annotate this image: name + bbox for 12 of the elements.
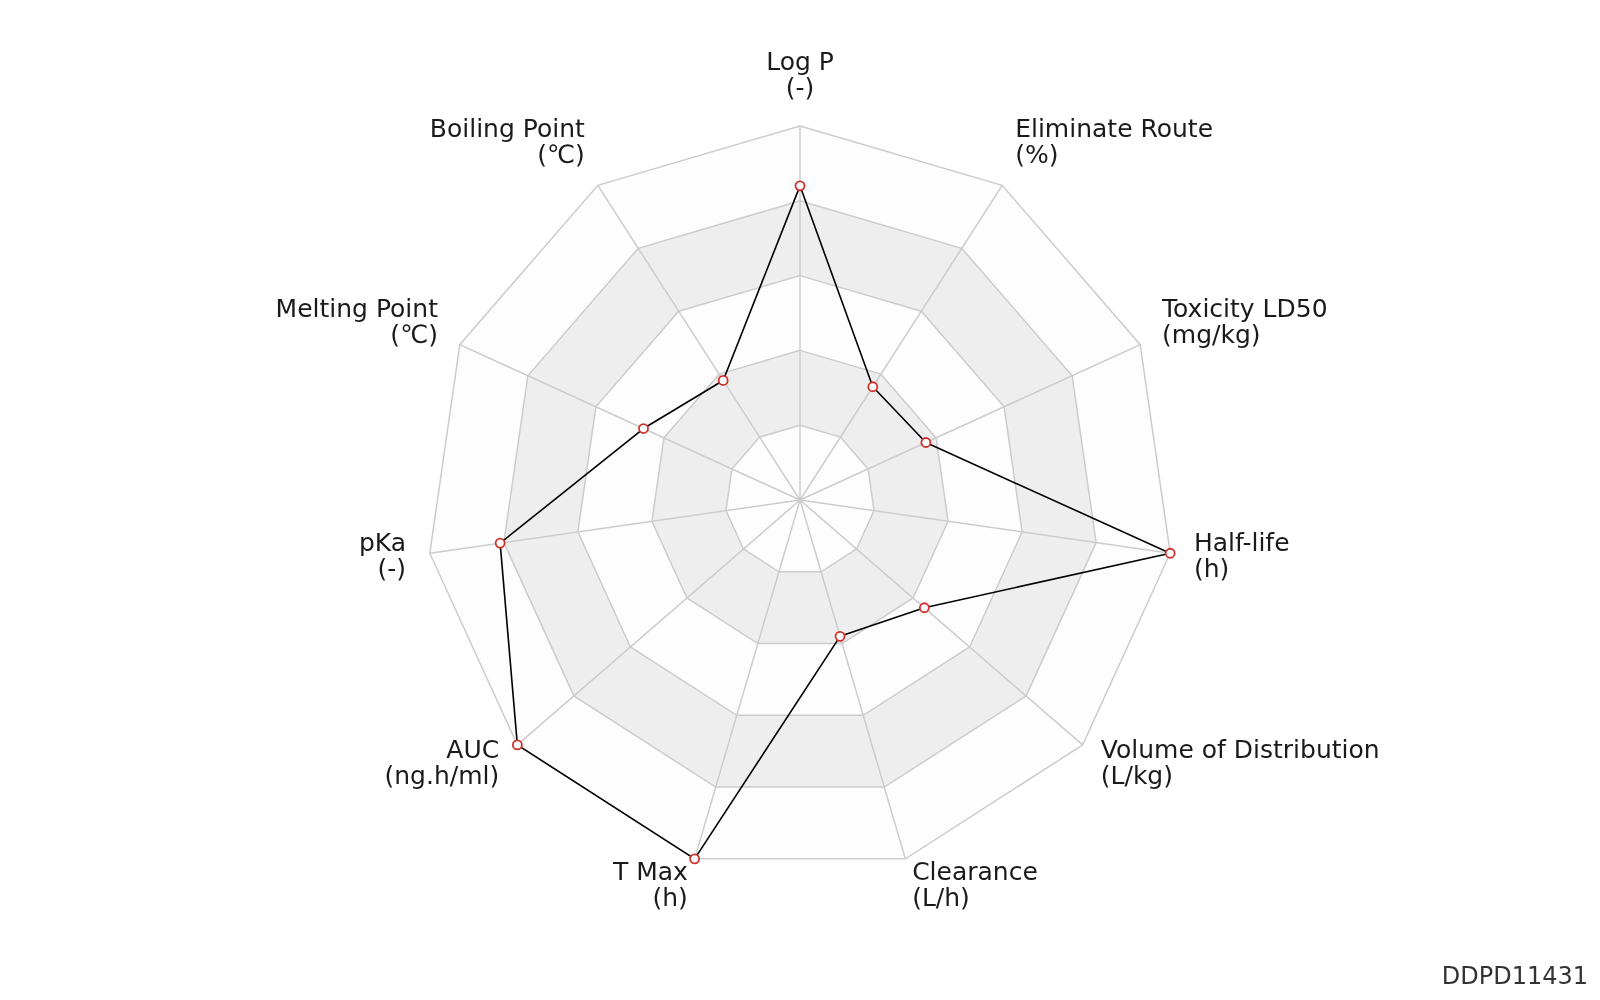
spoke-label: Volume of Distribution (L/kg)	[1100, 734, 1380, 790]
spoke-label: Half-life (h)	[1193, 527, 1290, 583]
spoke-label: T Max (h)	[611, 857, 688, 913]
spoke-label: AUC (ng.h/ml)	[384, 734, 500, 790]
spoke-label: Clearance (L/h)	[912, 857, 1038, 913]
spoke-label: Log P (-)	[766, 46, 834, 102]
spoke-label: Melting Point (℃)	[275, 294, 439, 350]
spoke-label: pKa (-)	[358, 527, 407, 583]
spoke-label: Eliminate Route (%)	[1015, 113, 1214, 169]
spoke-label: Boiling Point (℃)	[429, 113, 586, 169]
text: DDPD11431	[1441, 962, 1588, 990]
spoke-label: Toxicity LD50 (mg/kg)	[1161, 294, 1328, 350]
